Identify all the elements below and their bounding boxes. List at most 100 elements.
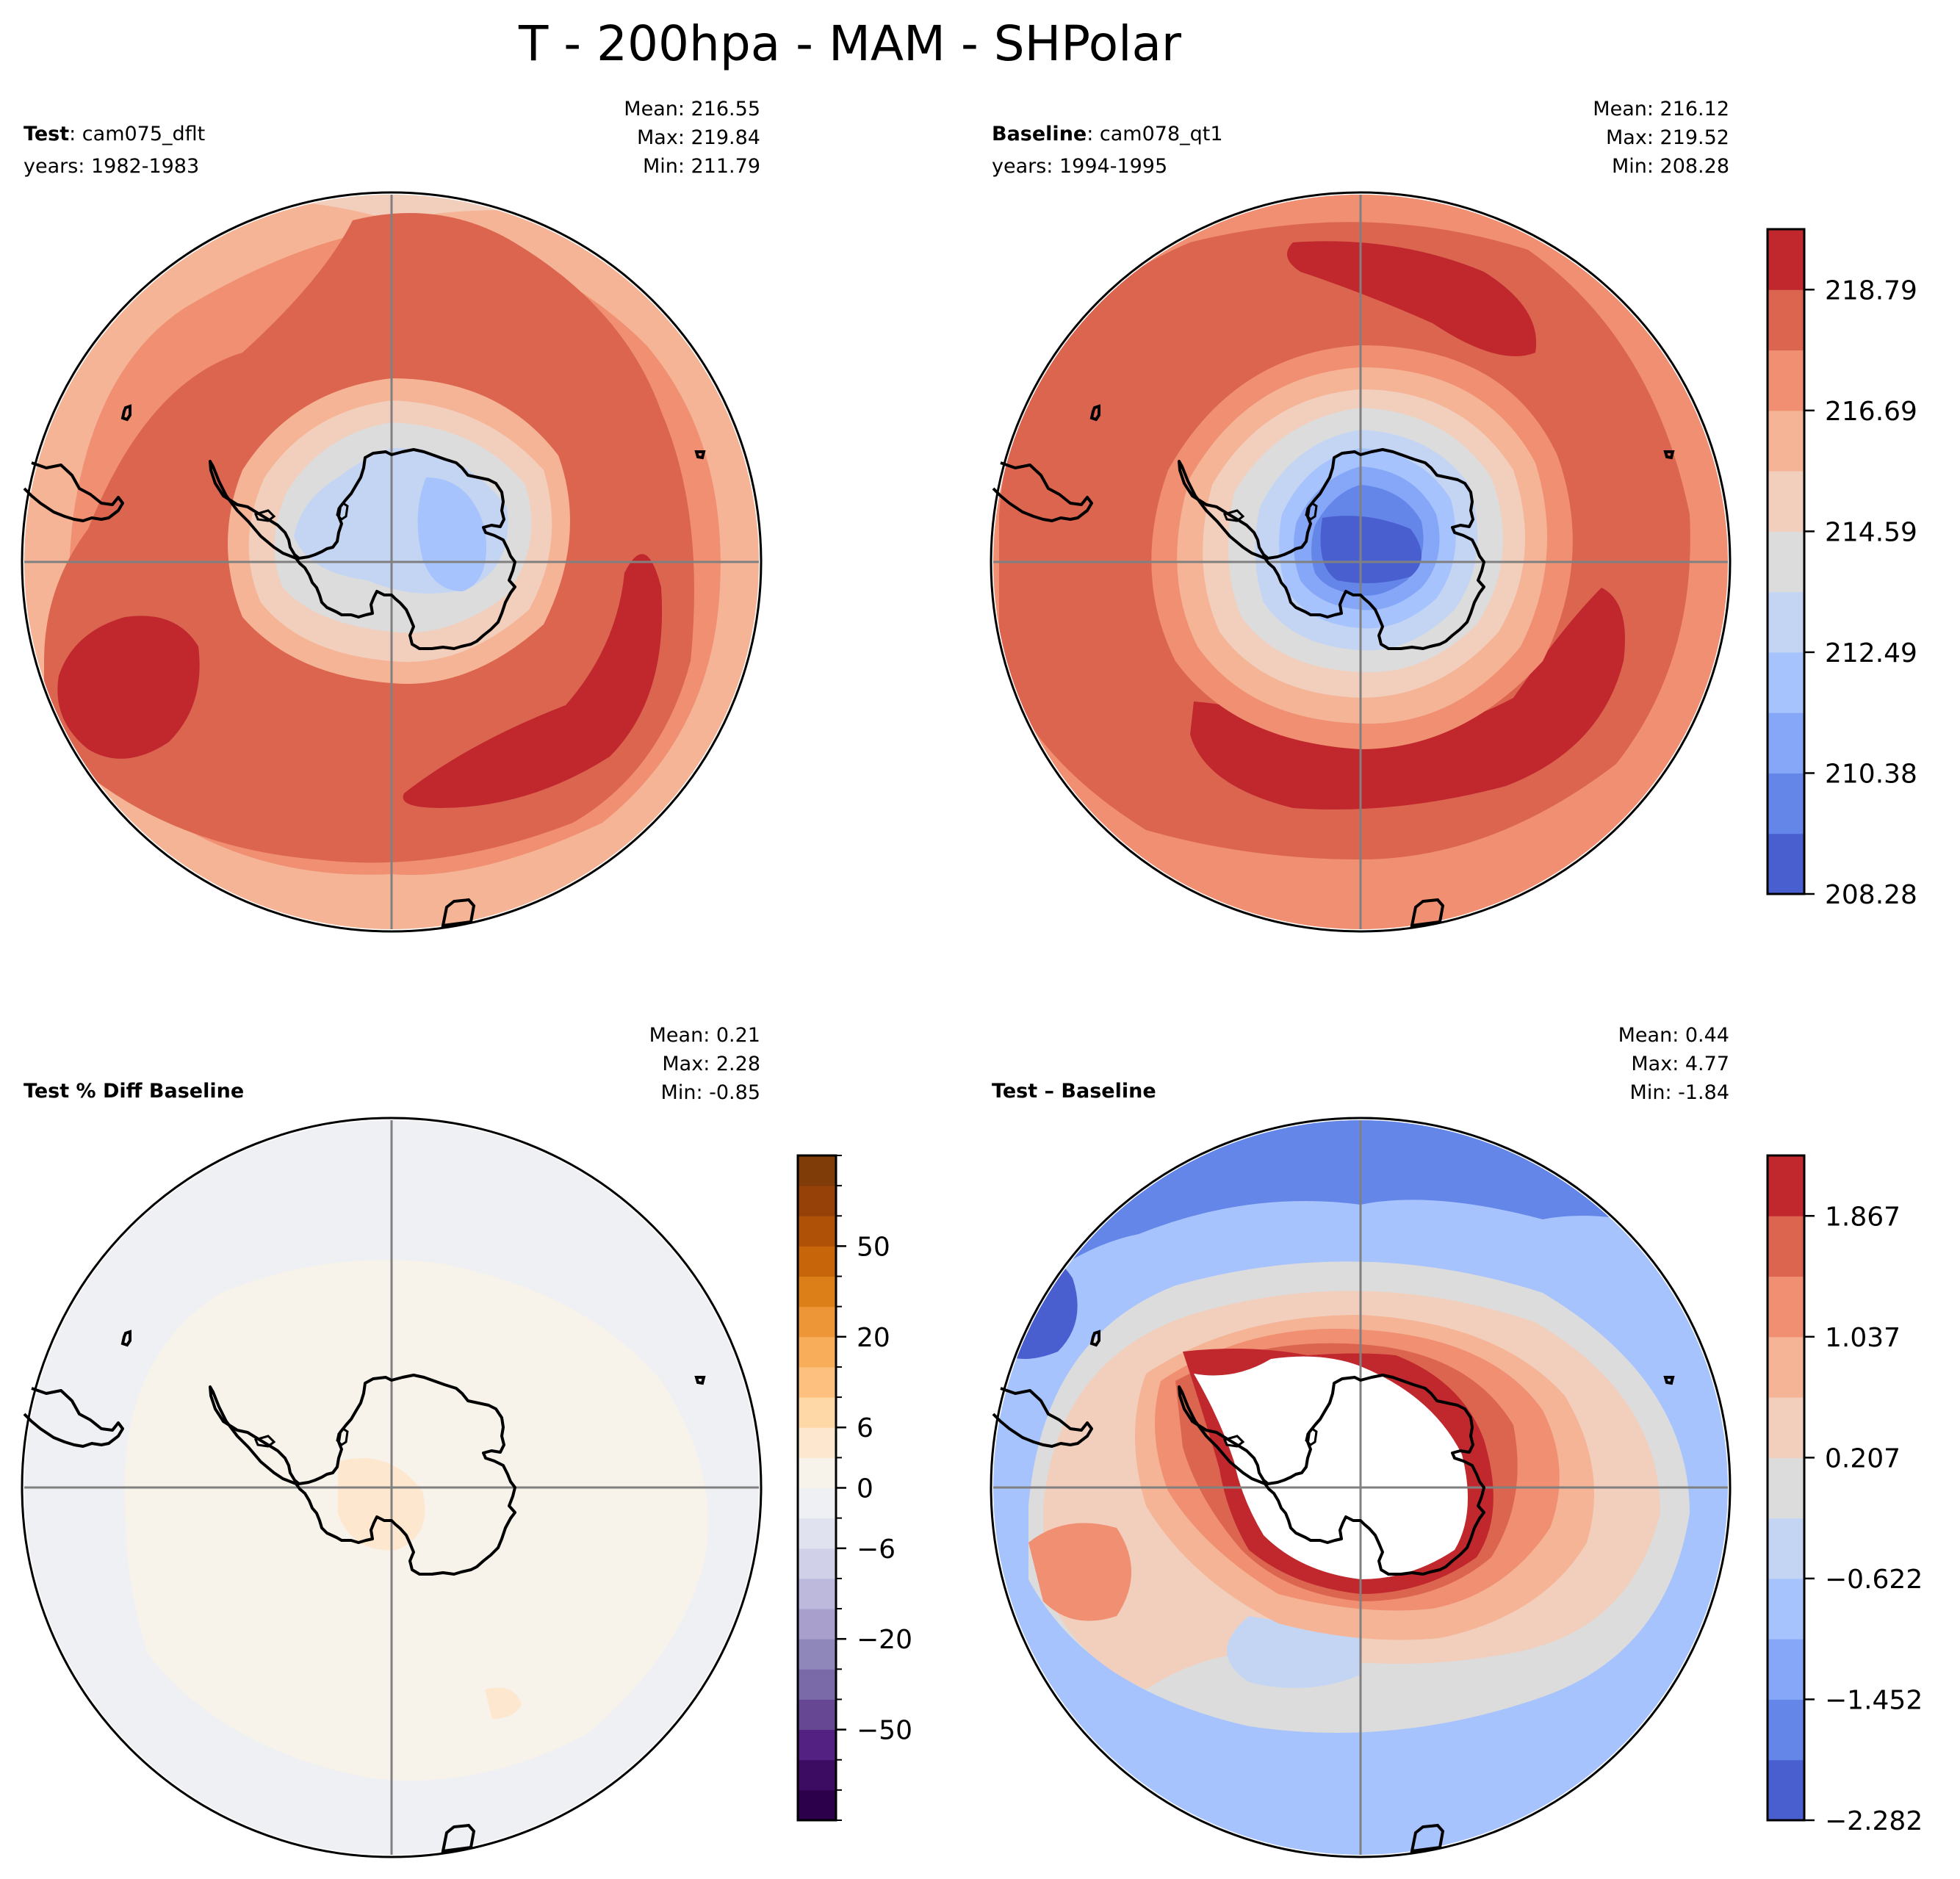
panel-abs-diff-header: Test – Baseline Mean: 0.44 Max: 4.77 Min… [992, 1024, 1729, 1104]
contour-band [999, 1245, 1078, 1359]
map-boundary [990, 1117, 1732, 1858]
colorbar-bin [1768, 1276, 1804, 1338]
stat-min: Min: 211.79 [643, 155, 760, 178]
colorbar-tick-label: 0.207 [1825, 1443, 1900, 1474]
colorbar-tick-label: −2.282 [1825, 1806, 1923, 1836]
colorbar-bin [1768, 1759, 1804, 1821]
colorbar-tick-label: 50 [857, 1232, 890, 1262]
colorbar-bin [798, 1609, 836, 1640]
colorbar-bin [798, 1216, 836, 1247]
colorbar-tick-label: −0.622 [1825, 1565, 1923, 1595]
colorbar-bin [798, 1366, 836, 1398]
colorbar-bin [798, 1669, 836, 1700]
colorbar-pct-diff: −50 −20 −6 0 6 20 50 [796, 1154, 912, 1822]
colorbar-bin [798, 1306, 836, 1338]
panel-label-bold: Test [24, 123, 69, 145]
contour-band [1190, 588, 1625, 809]
colorbar-bin [798, 1578, 836, 1609]
colorbar-bin [798, 1246, 836, 1277]
colorbar-tick-label: −50 [857, 1716, 912, 1746]
map-pct-diff [21, 1117, 763, 1858]
colorbar-bin [798, 1639, 836, 1670]
panel-label: Test: cam075_dflt [24, 123, 205, 145]
colorbar-tick-label: −1.452 [1825, 1685, 1923, 1715]
panel-label-bold: Test % Diff Baseline [24, 1080, 244, 1103]
contour-band [1028, 1523, 1131, 1621]
colorbar-bin [798, 1729, 836, 1761]
colorbar-bin [1768, 1518, 1804, 1579]
panel-years: years: 1982-1983 [24, 155, 199, 178]
panel-label-bold: Test – Baseline [992, 1080, 1156, 1103]
colorbar-bin [798, 1276, 836, 1308]
colorbar-tick-label: 214.59 [1825, 517, 1917, 547]
colorbar-bin [1768, 833, 1804, 895]
colorbar-bin [1768, 1336, 1804, 1398]
stat-mean: Mean: 0.21 [649, 1024, 760, 1047]
colorbar-bin [798, 1699, 836, 1731]
colorbar-bin [798, 1427, 836, 1458]
stat-min: Min: 208.28 [1612, 155, 1729, 178]
map-boundary [990, 191, 1732, 933]
map-boundary [21, 191, 763, 933]
stat-mean: Mean: 216.12 [1593, 98, 1729, 120]
panel-baseline-header: Baseline: cam078_qt1 years: 1994-1995 Me… [992, 98, 1729, 178]
colorbar-frame [1766, 228, 1806, 895]
colorbar-bin [798, 1457, 836, 1488]
stat-max: Max: 4.77 [1631, 1053, 1729, 1075]
stat-max: Max: 219.84 [637, 126, 760, 149]
colorbar-tick-label: 20 [857, 1323, 890, 1353]
colorbar-bin [798, 1789, 836, 1821]
colorbar-bin [798, 1155, 836, 1186]
contour-band [1287, 241, 1537, 356]
stat-min: Min: -0.85 [661, 1081, 760, 1104]
contour-band [993, 1120, 1728, 1322]
colorbar-bin [1768, 1578, 1804, 1640]
colorbar-tick-label: 208.28 [1825, 880, 1917, 910]
colorbar-bin [798, 1186, 836, 1216]
map-baseline [990, 191, 1732, 933]
colorbar-bin [1768, 410, 1804, 472]
colorbar-bin [1768, 652, 1804, 713]
colorbar-absolute: 208.28 210.38 212.49 214.59 216.69 218.79 [1766, 228, 1917, 910]
colorbar-bin [798, 1548, 836, 1579]
colorbar-tick-label: 1.867 [1825, 1202, 1900, 1232]
colorbar-bin [798, 1487, 836, 1519]
colorbar-bin [798, 1397, 836, 1428]
contour-band [57, 616, 200, 759]
map-boundary [21, 1117, 763, 1858]
colorbar-bin [1768, 1155, 1804, 1216]
stat-max: Max: 2.28 [662, 1053, 760, 1075]
colorbar-tick-label: 218.79 [1825, 275, 1917, 306]
figure-title: T - 200hpa - MAM - SHPolar [518, 15, 1182, 72]
contour-band [1320, 516, 1422, 583]
colorbar-diff: −2.282 −1.452 −0.622 0.207 1.037 1.867 [1766, 1154, 1923, 1836]
colorbar-bin [798, 1336, 836, 1368]
stat-min: Min: -1.84 [1630, 1081, 1729, 1104]
panel-label-case: : cam075_dflt [69, 123, 205, 145]
colorbar-bin [1768, 1639, 1804, 1700]
colorbar-bin [1768, 773, 1804, 834]
stat-max: Max: 219.52 [1606, 126, 1729, 149]
stat-mean: Mean: 216.55 [624, 98, 760, 120]
map-test [21, 191, 763, 933]
contour-band [485, 1687, 522, 1719]
colorbar-bin [1768, 350, 1804, 411]
map-abs-diff [990, 1117, 1732, 1858]
out-of-range-region [1194, 1356, 1468, 1579]
panel-label-bold: Baseline [992, 123, 1087, 145]
colorbar-tick-label: −6 [857, 1534, 896, 1565]
contour-band [403, 554, 663, 808]
colorbar-bin [1768, 289, 1804, 351]
colorbar-bin [798, 1759, 836, 1791]
colorbar-bin [1768, 531, 1804, 593]
colorbar-bin [798, 1518, 836, 1549]
colorbar-tick-label: 216.69 [1825, 397, 1917, 427]
colorbar-bin [1768, 1397, 1804, 1458]
colorbar-bin [1768, 591, 1804, 653]
colorbar-tick-label: −20 [857, 1625, 912, 1655]
colorbar-tick-label: 6 [857, 1413, 873, 1443]
panel-pct-diff-header: Test % Diff Baseline Mean: 0.21 Max: 2.2… [24, 1024, 760, 1104]
colorbar-frame [1766, 1154, 1806, 1822]
colorbar-tick-label: 212.49 [1825, 638, 1917, 668]
colorbar-bin [1768, 471, 1804, 532]
